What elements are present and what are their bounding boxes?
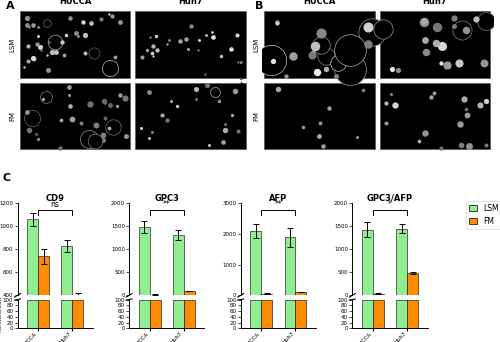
Bar bbox=[407, 273, 418, 295]
Bar bbox=[373, 293, 384, 295]
Text: GPC3+ve EVs: GPC3+ve EVs bbox=[240, 56, 246, 104]
Bar bbox=[138, 300, 149, 328]
Bar bbox=[407, 300, 418, 328]
Text: LSM: LSM bbox=[254, 37, 260, 52]
Bar bbox=[150, 300, 160, 328]
Title: GPC3/AFP: GPC3/AFP bbox=[367, 194, 413, 202]
Bar bbox=[296, 300, 306, 328]
Bar bbox=[72, 300, 83, 328]
Bar bbox=[380, 83, 490, 149]
Bar bbox=[264, 83, 375, 149]
Bar bbox=[72, 297, 83, 341]
Bar bbox=[135, 83, 246, 149]
Title: GPC3: GPC3 bbox=[154, 194, 179, 202]
Bar bbox=[284, 237, 296, 295]
Text: Huh7: Huh7 bbox=[178, 0, 203, 6]
Bar bbox=[20, 11, 130, 78]
Bar bbox=[38, 256, 49, 341]
Title: AFP: AFP bbox=[269, 194, 287, 202]
Bar bbox=[135, 11, 246, 78]
Text: ns: ns bbox=[50, 200, 59, 209]
Y-axis label: Particle/cell: Particle/cell bbox=[0, 296, 2, 332]
Bar bbox=[38, 300, 49, 328]
Bar bbox=[296, 292, 306, 295]
Legend: LSM, FM: LSM, FM bbox=[466, 201, 500, 229]
Bar bbox=[184, 300, 195, 328]
Bar bbox=[184, 291, 195, 295]
Text: HUCCA: HUCCA bbox=[59, 0, 92, 6]
Bar bbox=[27, 220, 38, 341]
Bar bbox=[380, 11, 490, 78]
Text: LSM: LSM bbox=[9, 37, 15, 52]
Text: B: B bbox=[255, 1, 264, 11]
Bar bbox=[27, 300, 38, 328]
Bar bbox=[173, 300, 184, 328]
Bar bbox=[173, 235, 184, 295]
Bar bbox=[362, 300, 373, 328]
Bar bbox=[396, 300, 407, 328]
Text: Huh7: Huh7 bbox=[422, 0, 447, 6]
Text: *: * bbox=[388, 200, 392, 209]
Bar bbox=[250, 231, 261, 295]
Bar bbox=[250, 300, 261, 328]
Bar bbox=[284, 300, 296, 328]
Text: FM: FM bbox=[9, 111, 15, 121]
Title: CD9: CD9 bbox=[46, 194, 64, 202]
Bar bbox=[261, 300, 272, 328]
Bar bbox=[261, 294, 272, 295]
Bar bbox=[362, 229, 373, 295]
Text: C: C bbox=[2, 173, 10, 183]
Text: HUCCA: HUCCA bbox=[304, 0, 336, 6]
Bar bbox=[373, 300, 384, 328]
Bar bbox=[264, 11, 375, 78]
Bar bbox=[138, 227, 149, 295]
Text: A: A bbox=[6, 1, 14, 11]
Text: **: ** bbox=[274, 200, 282, 209]
Text: FM: FM bbox=[254, 111, 260, 121]
Bar bbox=[150, 294, 160, 295]
Bar bbox=[396, 229, 407, 295]
Bar bbox=[20, 83, 130, 149]
Bar bbox=[62, 300, 72, 328]
Text: **: ** bbox=[163, 200, 170, 209]
Bar bbox=[62, 246, 72, 341]
